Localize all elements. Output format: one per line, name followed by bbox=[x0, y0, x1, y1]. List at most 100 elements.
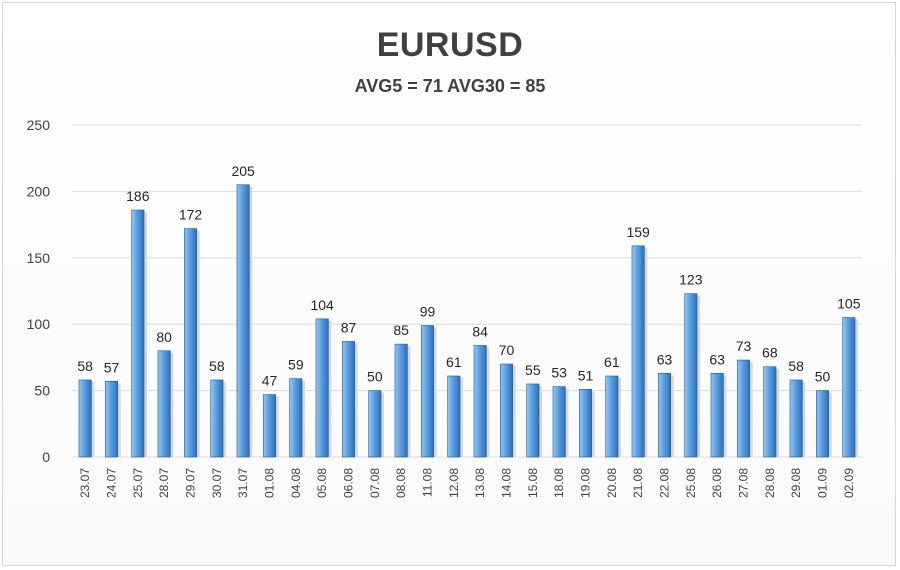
x-tick-label: 06.08 bbox=[342, 468, 356, 498]
x-tick-label: 23.07 bbox=[78, 468, 92, 498]
y-tick-label: 250 bbox=[27, 117, 51, 133]
bar-28.08 bbox=[763, 366, 777, 458]
bar-14.08 bbox=[500, 363, 513, 458]
data-label: 85 bbox=[393, 322, 409, 338]
x-tick-label: 24.07 bbox=[105, 468, 119, 498]
data-label: 105 bbox=[837, 296, 861, 312]
bar-01.09 bbox=[816, 390, 829, 458]
data-label: 58 bbox=[788, 358, 804, 374]
data-label: 70 bbox=[499, 342, 515, 358]
bar-27.08 bbox=[737, 359, 750, 458]
bar-25.07 bbox=[131, 209, 145, 458]
data-label: 99 bbox=[420, 304, 436, 320]
bar-24.07 bbox=[105, 381, 118, 458]
x-tick-label: 22.08 bbox=[658, 468, 672, 498]
x-tick-label: 05.08 bbox=[315, 468, 329, 498]
chart-subtitle: AVG5 = 71 AVG30 = 85 bbox=[354, 76, 546, 96]
y-tick-label: 150 bbox=[27, 250, 51, 266]
bar-29.08 bbox=[789, 379, 803, 458]
bar-20.08 bbox=[605, 375, 619, 458]
y-tick-label: 100 bbox=[27, 316, 51, 332]
data-label: 84 bbox=[472, 323, 488, 339]
gridlines bbox=[72, 124, 862, 458]
bar-05.08 bbox=[315, 318, 329, 458]
bar-04.08 bbox=[289, 378, 303, 458]
data-label: 50 bbox=[367, 369, 383, 385]
x-tick-label: 18.08 bbox=[552, 468, 566, 498]
data-label: 63 bbox=[709, 351, 725, 367]
data-label: 68 bbox=[762, 345, 778, 361]
data-label: 73 bbox=[736, 338, 752, 354]
x-tick-label: 15.08 bbox=[526, 468, 540, 498]
data-label: 55 bbox=[525, 362, 541, 378]
bar-02.09 bbox=[842, 317, 856, 458]
bar-15.08 bbox=[526, 383, 540, 458]
x-tick-label: 29.08 bbox=[789, 468, 803, 498]
x-tick-label: 25.07 bbox=[131, 468, 145, 498]
x-tick-label: 30.07 bbox=[210, 468, 224, 498]
x-tick-label: 07.08 bbox=[368, 468, 382, 498]
data-label: 186 bbox=[126, 188, 150, 204]
bar-08.08 bbox=[394, 343, 408, 458]
data-label: 57 bbox=[104, 359, 120, 375]
x-tick-label: 31.07 bbox=[236, 468, 250, 498]
x-tick-label: 02.09 bbox=[842, 468, 856, 498]
data-label: 61 bbox=[446, 354, 462, 370]
data-label: 80 bbox=[156, 329, 172, 345]
data-labels: 58 57 186 80 172 58 205 47 59 104 87 50 85 99 61 84 70 55… bbox=[77, 163, 860, 389]
data-label: 63 bbox=[657, 351, 673, 367]
data-label: 61 bbox=[604, 354, 620, 370]
bar-28.07 bbox=[157, 350, 171, 458]
x-tick-label: 20.08 bbox=[605, 468, 619, 498]
x-tick-label: 21.08 bbox=[631, 468, 645, 498]
bar-18.08 bbox=[552, 386, 566, 458]
x-tick-label: 26.08 bbox=[710, 468, 724, 498]
x-tick-label: 08.08 bbox=[394, 468, 408, 498]
x-tick-label: 11.08 bbox=[421, 468, 435, 497]
x-tick-label: 13.08 bbox=[473, 468, 487, 498]
bar-01.08 bbox=[263, 394, 276, 458]
data-label: 50 bbox=[815, 369, 831, 385]
x-axis: 23.07 24.07 25.07 28.07 29.07 30.07 31.07 01.08… bbox=[78, 468, 856, 498]
data-label: 123 bbox=[679, 272, 703, 288]
bar-19.08 bbox=[579, 388, 592, 458]
y-axis: 0 50 100 150 200 250 bbox=[27, 117, 51, 465]
x-tick-label: 28.07 bbox=[157, 468, 171, 498]
x-tick-label: 12.08 bbox=[447, 468, 461, 498]
data-label: 47 bbox=[262, 373, 278, 389]
data-label: 87 bbox=[341, 319, 357, 335]
x-tick-label: 04.08 bbox=[289, 468, 303, 498]
y-tick-label: 0 bbox=[42, 449, 50, 465]
bar-31.07 bbox=[236, 184, 250, 458]
bar-26.08 bbox=[710, 373, 724, 458]
x-tick-label: 28.08 bbox=[763, 468, 777, 498]
x-tick-label: 14.08 bbox=[500, 468, 514, 498]
bar-12.08 bbox=[447, 375, 461, 458]
data-label: 172 bbox=[179, 207, 203, 223]
data-label: 205 bbox=[231, 163, 255, 179]
bar-29.07 bbox=[184, 228, 197, 458]
chart-title: EURUSD bbox=[376, 26, 524, 64]
data-label: 53 bbox=[551, 365, 567, 381]
bar-22.08 bbox=[658, 373, 671, 458]
x-tick-label: 25.08 bbox=[684, 468, 698, 498]
x-tick-label: 29.07 bbox=[184, 468, 198, 498]
data-label: 58 bbox=[77, 358, 93, 374]
bar-21.08 bbox=[631, 245, 645, 458]
data-label: 104 bbox=[310, 297, 334, 313]
y-tick-label: 50 bbox=[34, 383, 50, 399]
x-tick-label: 19.08 bbox=[579, 468, 593, 498]
bar-11.08 bbox=[421, 325, 434, 458]
bars bbox=[78, 184, 859, 458]
bar-07.08 bbox=[368, 390, 382, 458]
bar-30.07 bbox=[210, 379, 224, 458]
data-label: 51 bbox=[578, 367, 594, 383]
data-label: 59 bbox=[288, 357, 304, 373]
bar-25.08 bbox=[684, 293, 698, 458]
bar-13.08 bbox=[473, 345, 487, 458]
x-tick-label: 27.08 bbox=[737, 468, 751, 498]
data-label: 58 bbox=[209, 358, 225, 374]
bar-23.07 bbox=[78, 379, 92, 458]
